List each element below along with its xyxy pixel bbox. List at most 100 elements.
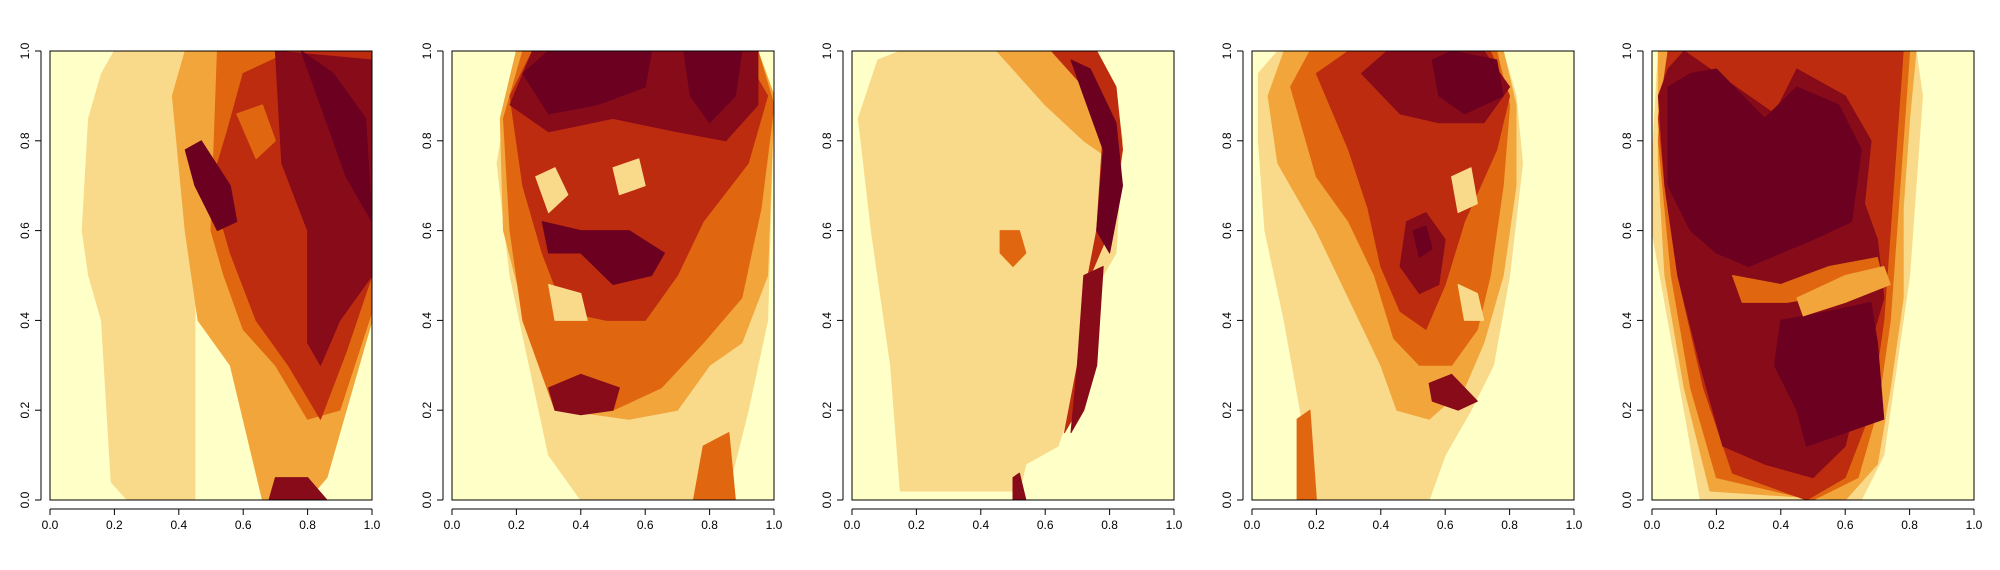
x-tick-label: 0.8 (1901, 518, 1918, 532)
y-tick-label: 0.8 (18, 132, 32, 149)
heatmap-panel-1: 0.0 0.2 0.4 0.6 0.8 1.0 0.0 0.2 0.4 0.6 0.8 1.0 (18, 42, 381, 532)
y-tick-label: 0.6 (820, 222, 834, 239)
x-tick-label: 0.0 (42, 518, 59, 532)
y-axis: 0.0 0.2 0.4 0.6 0.8 1.0 (820, 42, 844, 508)
x-tick-label: 0.6 (1437, 518, 1454, 532)
x-tick-label: 0.0 (444, 518, 461, 532)
heat-region-13 (693, 432, 736, 500)
heat-region-9 (1451, 167, 1478, 214)
heat-region-5 (1070, 266, 1104, 434)
y-tick-label: 1.0 (820, 42, 834, 59)
y-tick-label: 0.2 (18, 402, 32, 419)
y-axis: 0.0 0.2 0.4 0.6 0.8 1.0 (1220, 42, 1244, 508)
x-tick-label: 0.4 (1772, 518, 1789, 532)
x-tick-label: 0.2 (106, 518, 123, 532)
plot-frame (1651, 50, 1975, 501)
x-tick-label: 0.8 (701, 518, 718, 532)
x-tick-label: 0.4 (170, 518, 187, 532)
x-tick-label: 0.8 (1101, 518, 1118, 532)
y-tick-label: 0.0 (420, 491, 434, 508)
x-tick-label: 0.8 (1501, 518, 1518, 532)
x-tick-label: 0.6 (1037, 518, 1054, 532)
y-tick-label: 0.6 (420, 222, 434, 239)
heatmap-panel-3: 0.0 0.2 0.4 0.6 0.8 1.0 0.0 0.2 0.4 0.6 0.8 1.0 (820, 42, 1183, 532)
x-tick-label: 0.2 (908, 518, 925, 532)
y-tick-label: 0.2 (1220, 402, 1234, 419)
x-axis: 0.0 0.2 0.4 0.6 0.8 1.0 (1244, 508, 1583, 532)
plot-frame (851, 50, 1175, 501)
y-tick-label: 1.0 (420, 42, 434, 59)
y-tick-label: 0.0 (820, 491, 834, 508)
x-tick-label: 0.8 (299, 518, 316, 532)
heat-region-9 (268, 477, 328, 500)
heatmap-panel-2: 0.0 0.2 0.4 0.6 0.8 1.0 0.0 0.2 0.4 0.6 0.8 1.0 (420, 42, 783, 532)
y-tick-label: 0.8 (1620, 132, 1634, 149)
y-tick-label: 0.4 (1620, 312, 1634, 329)
y-axis: 0.0 0.2 0.4 0.6 0.8 1.0 (1620, 42, 1644, 508)
x-tick-label: 0.0 (844, 518, 861, 532)
heat-region-10 (535, 167, 569, 214)
y-tick-label: 0.4 (420, 312, 434, 329)
x-tick-label: 0.4 (1372, 518, 1389, 532)
y-tick-label: 0.8 (420, 132, 434, 149)
plot-frame (451, 50, 775, 501)
y-tick-label: 1.0 (1220, 42, 1234, 59)
heat-region-9 (548, 373, 620, 416)
heat-region-7 (1012, 472, 1027, 500)
heat-region-11 (1428, 373, 1478, 411)
y-tick-label: 0.2 (820, 402, 834, 419)
heat-region-6 (300, 51, 372, 223)
heat-region-10 (1457, 284, 1485, 321)
heat-region-4 (1070, 59, 1123, 254)
y-tick-label: 0.8 (820, 132, 834, 149)
heat-region-12 (1296, 409, 1317, 500)
y-axis: 0.0 0.2 0.4 0.6 0.8 1.0 (420, 42, 444, 508)
heat-region-9 (1796, 266, 1891, 317)
y-tick-label: 0.0 (1620, 491, 1634, 508)
heatmap-panel-5: 0.0 0.2 0.4 0.6 0.8 1.0 0.0 0.2 0.4 0.6 0.8 1.0 (1620, 42, 1983, 532)
heat-region-8 (1412, 225, 1433, 258)
x-tick-label: 1.0 (766, 518, 783, 532)
x-axis: 0.0 0.2 0.4 0.6 0.8 1.0 (1644, 508, 1983, 532)
y-tick-label: 0.4 (820, 312, 834, 329)
x-tick-label: 0.2 (1708, 518, 1725, 532)
x-tick-label: 1.0 (364, 518, 381, 532)
heat-region-11 (612, 158, 646, 196)
heat-region-6 (999, 230, 1027, 267)
heat-region-6 (1431, 51, 1504, 115)
y-tick-label: 0.4 (18, 312, 32, 329)
y-tick-label: 0.0 (1220, 491, 1234, 508)
y-tick-label: 0.2 (420, 402, 434, 419)
x-axis: 0.0 0.2 0.4 0.6 0.8 1.0 (444, 508, 783, 532)
y-tick-label: 0.6 (18, 222, 32, 239)
plot-frame (1251, 50, 1575, 501)
x-tick-label: 0.0 (1244, 518, 1261, 532)
x-tick-label: 0.6 (1837, 518, 1854, 532)
y-tick-label: 0.0 (18, 491, 32, 508)
x-tick-label: 1.0 (1166, 518, 1183, 532)
plot-frame (49, 50, 373, 501)
y-tick-label: 0.6 (1620, 222, 1634, 239)
x-tick-label: 0.4 (572, 518, 589, 532)
heat-region-7 (683, 51, 743, 124)
x-tick-label: 0.2 (1308, 518, 1325, 532)
heat-region-12 (548, 284, 588, 321)
heat-region-7 (1773, 301, 1885, 447)
heat-region-7 (184, 140, 238, 232)
x-tick-label: 0.0 (1644, 518, 1661, 532)
y-tick-label: 0.2 (1620, 402, 1634, 419)
x-tick-label: 0.6 (235, 518, 252, 532)
x-tick-label: 0.2 (508, 518, 525, 532)
heat-region-8 (541, 221, 665, 285)
x-tick-label: 1.0 (1566, 518, 1583, 532)
x-axis: 0.0 0.2 0.4 0.6 0.8 1.0 (844, 508, 1183, 532)
y-tick-label: 0.6 (1220, 222, 1234, 239)
y-tick-label: 0.8 (1220, 132, 1234, 149)
y-tick-label: 0.4 (1220, 312, 1234, 329)
heat-region-1 (81, 51, 196, 500)
heat-region-10 (1715, 319, 1775, 389)
x-tick-label: 0.6 (637, 518, 654, 532)
y-tick-label: 1.0 (1620, 42, 1634, 59)
heat-region-6 (1667, 68, 1862, 267)
